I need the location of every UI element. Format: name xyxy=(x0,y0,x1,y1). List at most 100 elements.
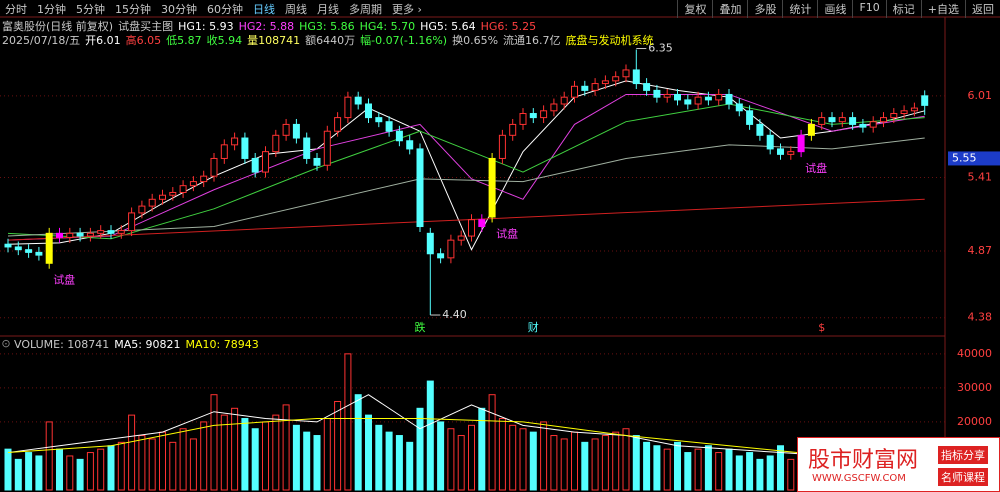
header-item: 试盘买主图 xyxy=(118,20,174,33)
volume-bar xyxy=(694,448,702,491)
ma-line xyxy=(7,137,925,237)
toolbar-button[interactable]: 叠加 xyxy=(712,0,747,18)
price-marker: 5.55 xyxy=(952,151,977,164)
volume-bar xyxy=(725,448,733,491)
volume-bar xyxy=(571,431,578,491)
volume-bar xyxy=(529,431,537,491)
quote-item: 开6.01 xyxy=(85,34,121,47)
candle-body xyxy=(148,198,156,207)
period-tab[interactable]: 月线 xyxy=(317,3,339,16)
volume-ma-line xyxy=(7,394,925,460)
candle-body xyxy=(766,134,774,150)
candle-body xyxy=(416,148,424,228)
volume-bar xyxy=(653,445,661,491)
candle-body xyxy=(25,249,33,253)
candle-body xyxy=(746,110,754,125)
volume-bar xyxy=(622,428,630,491)
period-tab[interactable]: 周线 xyxy=(285,3,307,16)
candle-body xyxy=(457,235,465,241)
candle-body xyxy=(66,232,74,238)
period-tab[interactable]: 5分钟 xyxy=(76,3,105,16)
volume-bar xyxy=(159,431,166,491)
candle-body xyxy=(704,96,712,101)
period-tab[interactable]: 分时 xyxy=(5,3,27,16)
toolbar-button[interactable]: 复权 xyxy=(677,0,712,18)
header-item: HG2: 5.88 xyxy=(238,20,295,33)
y-tick-label: 4.38 xyxy=(968,311,993,324)
candle-body xyxy=(117,230,125,234)
volume-bar xyxy=(97,448,105,491)
candle-body xyxy=(426,232,434,255)
candle-body xyxy=(777,148,784,155)
volume-bar xyxy=(262,421,269,491)
candle-body xyxy=(653,89,661,98)
toolbar-button[interactable]: 返回 xyxy=(965,0,1000,18)
candle-body xyxy=(437,253,445,259)
toolbar-button[interactable]: 统计 xyxy=(782,0,817,18)
volume-bar xyxy=(76,458,84,491)
volume-bar xyxy=(406,441,414,491)
volume-bar xyxy=(756,458,764,491)
candle-body xyxy=(601,80,609,85)
period-tab[interactable]: 日线 xyxy=(253,3,275,16)
volume-bar xyxy=(169,441,177,491)
event-marker: $ xyxy=(818,321,825,334)
toolbar-actions: 复权 叠加 多股 统计 画线 F10 标记 +自选 返回 xyxy=(677,0,1000,18)
candle-body xyxy=(251,157,259,173)
candle-body xyxy=(303,137,311,159)
toolbar-button[interactable]: 标记 xyxy=(885,0,921,18)
candle-body xyxy=(869,121,877,128)
volume-bar xyxy=(395,435,403,491)
candle-body xyxy=(859,123,867,128)
toolbar-button[interactable]: 画线 xyxy=(817,0,852,18)
candle-body xyxy=(818,117,826,125)
volume-bar xyxy=(365,414,372,491)
toolbar-button[interactable]: +自选 xyxy=(920,0,965,18)
volume-bar xyxy=(220,414,228,491)
toolbar-button[interactable]: 多股 xyxy=(747,0,782,18)
volume-bar xyxy=(66,455,74,491)
period-tab[interactable]: 更多 › xyxy=(392,3,422,16)
signal-label: 试盘 xyxy=(53,273,75,287)
price-marker-bg xyxy=(948,151,1000,166)
volume-bar xyxy=(519,428,527,491)
watermark: 股市财富网 WWW.GSCFW.COM 指标分享 名师课程 xyxy=(797,437,1000,492)
volume-bar xyxy=(468,424,475,491)
volume-bar xyxy=(35,455,43,491)
period-tab[interactable]: 30分钟 xyxy=(161,3,197,16)
candle-body xyxy=(241,137,249,159)
period-tab[interactable]: 多周期 xyxy=(349,3,382,16)
volume-bar xyxy=(540,421,548,491)
volume-bar xyxy=(272,414,280,491)
toolbar-button[interactable]: F10 xyxy=(852,0,885,18)
candle-body xyxy=(581,85,589,91)
volume-bar xyxy=(416,407,424,491)
candle-body xyxy=(447,239,455,259)
candle-body xyxy=(468,219,475,237)
period-tab[interactable]: 1分钟 xyxy=(37,3,66,16)
volume-bar xyxy=(313,435,321,491)
volume-bar xyxy=(612,431,620,491)
candle-body xyxy=(231,137,239,146)
quote-item: 额6440万 xyxy=(305,34,356,47)
volume-bar xyxy=(45,421,53,491)
candle-body xyxy=(632,69,640,85)
volume-legend-item: VOLUME: 108741 xyxy=(14,338,110,351)
volume-bar xyxy=(344,353,352,491)
period-tab[interactable]: 15分钟 xyxy=(115,3,151,16)
volume-bar xyxy=(550,435,558,491)
candle-body xyxy=(159,194,166,200)
period-tab[interactable]: 60分钟 xyxy=(207,3,243,16)
volume-bar xyxy=(231,407,239,491)
volume-bar xyxy=(581,441,589,491)
volume-bar xyxy=(354,394,362,491)
volume-bar xyxy=(117,441,125,491)
candle-body xyxy=(406,140,414,150)
volume-bar xyxy=(323,418,331,491)
header-item: 富奥股份(日线 前复权) xyxy=(2,20,114,33)
extreme-label: 6.35 xyxy=(648,42,673,55)
volume-bar xyxy=(663,448,671,491)
y-tick-label: 4.87 xyxy=(968,244,993,257)
volume-bar xyxy=(632,435,640,491)
